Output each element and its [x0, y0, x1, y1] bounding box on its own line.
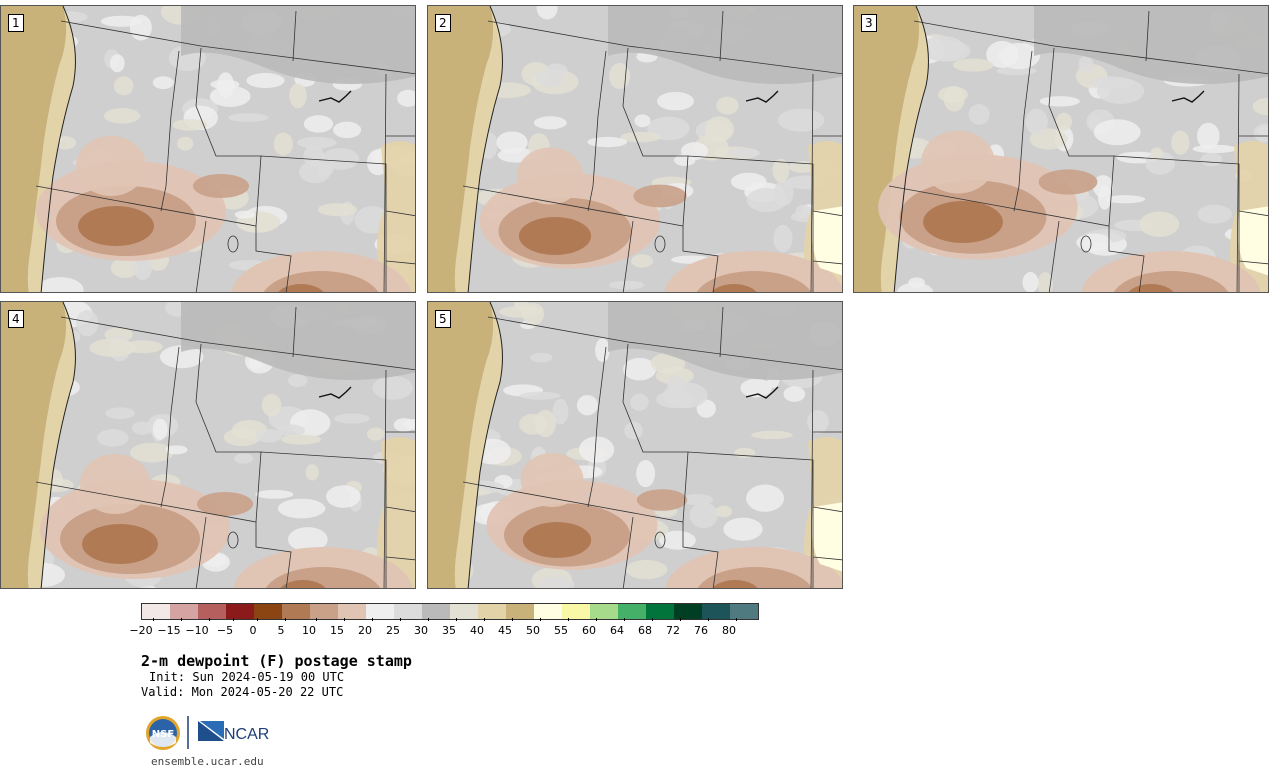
colorbar-tick-label: −15	[157, 624, 181, 637]
colorbar-tick: 5	[277, 618, 288, 637]
member-panel-3: 3	[853, 5, 1269, 293]
colorbar-tick-label: 10	[302, 624, 316, 637]
colorbar-swatch	[478, 604, 506, 619]
colorbar-swatch	[254, 604, 282, 619]
colorbar-tick: −15	[157, 618, 192, 637]
colorbar-swatch	[730, 604, 758, 619]
colorbar-swatch	[702, 604, 730, 619]
colorbar-tick: 40	[470, 618, 491, 637]
colorbar-tick: 72	[666, 618, 687, 637]
colorbar-tick: 55	[554, 618, 575, 637]
colorbar-tick-label: 0	[249, 624, 257, 637]
colorbar-tick: −20	[129, 618, 164, 637]
colorbar-tick-label: 25	[386, 624, 400, 637]
colorbar-tick-label: 50	[526, 624, 540, 637]
colorbar-tick-label: 80	[722, 624, 736, 637]
dewpoint-map-1	[1, 6, 415, 292]
colorbar-swatch	[310, 604, 338, 619]
dewpoint-map-2	[428, 6, 842, 292]
colorbar-swatch	[562, 604, 590, 619]
colorbar-tick: 45	[498, 618, 519, 637]
colorbar-tick-label: 30	[414, 624, 428, 637]
colorbar-swatch	[142, 604, 170, 619]
colorbar-tick: 64	[610, 618, 631, 637]
colorbar-swatch	[394, 604, 422, 619]
colorbar-tick-label: 60	[582, 624, 596, 637]
colorbar-tick-label: 76	[694, 624, 708, 637]
colorbar-swatch	[590, 604, 618, 619]
colorbar-swatch	[506, 604, 534, 619]
colorbar	[141, 603, 759, 620]
member-panel-2: 2	[427, 5, 843, 293]
colorbar-tick-label: 64	[610, 624, 624, 637]
nsf-logo: NSF	[146, 716, 180, 750]
member-label: 2	[435, 14, 451, 32]
dewpoint-map-5	[428, 302, 842, 588]
colorbar-tick: 50	[526, 618, 547, 637]
colorbar-tick-label: 45	[498, 624, 512, 637]
logos: NSF NCAR	[144, 713, 284, 753]
site-url: ensemble.ucar.edu	[151, 755, 264, 768]
member-panel-1: 1	[0, 5, 416, 293]
member-label: 4	[8, 310, 24, 328]
dewpoint-map-3	[854, 6, 1268, 292]
colorbar-swatch	[646, 604, 674, 619]
colorbar-tick: 0	[249, 618, 260, 637]
colorbar-swatch	[674, 604, 702, 619]
colorbar-tick: 25	[386, 618, 407, 637]
colorbar-tick: 60	[582, 618, 603, 637]
colorbar-tick: −5	[217, 618, 241, 637]
colorbar-tick: −10	[185, 618, 220, 637]
member-label: 5	[435, 310, 451, 328]
colorbar-ticks: −20 −15 −10 −5 0 5 10 15 20 25 30 35 40 45 50 55 60 64 68 7…	[129, 618, 761, 640]
colorbar-swatch	[170, 604, 198, 619]
colorbar-swatch	[198, 604, 226, 619]
colorbar-tick-label: 20	[358, 624, 372, 637]
ncar-logo: NCAR	[198, 721, 269, 743]
colorbar-tick-label: −20	[129, 624, 153, 637]
colorbar-tick: 15	[330, 618, 351, 637]
figure-title: 2-m dewpoint (F) postage stamp	[141, 652, 412, 670]
colorbar-tick-label: 40	[470, 624, 484, 637]
colorbar-tick: 68	[638, 618, 659, 637]
member-panel-4: 4	[0, 301, 416, 589]
colorbar-tick-label: −5	[216, 624, 234, 637]
colorbar-swatch	[422, 604, 450, 619]
init-time: Init: Sun 2024-05-19 00 UTC	[149, 670, 345, 684]
member-panel-5: 5	[427, 301, 843, 589]
colorbar-swatch	[618, 604, 646, 619]
colorbar-tick-label: 35	[442, 624, 456, 637]
colorbar-tick-label: 72	[666, 624, 680, 637]
colorbar-tick-label: 55	[554, 624, 568, 637]
logo-group: NSF NCAR	[146, 716, 269, 750]
colorbar-swatch	[338, 604, 366, 619]
colorbar-tick-label: −10	[185, 624, 209, 637]
colorbar-swatch	[450, 604, 478, 619]
colorbar-swatch	[226, 604, 254, 619]
colorbar-tick-label: 15	[330, 624, 344, 637]
colorbar-tick: 80	[722, 618, 743, 637]
ncar-text: NCAR	[224, 726, 269, 743]
valid-time: Valid: Mon 2024-05-20 22 UTC	[141, 685, 344, 699]
colorbar-swatch	[366, 604, 394, 619]
colorbar-swatch	[282, 604, 310, 619]
colorbar-swatch	[534, 604, 562, 619]
colorbar-tick-label: 5	[277, 624, 285, 637]
colorbar-tick: 30	[414, 618, 435, 637]
member-label: 1	[8, 14, 24, 32]
colorbar-tick-label: 68	[638, 624, 652, 637]
dewpoint-map-4	[1, 302, 415, 588]
colorbar-tick: 20	[358, 618, 379, 637]
colorbar-tick: 76	[694, 618, 715, 637]
colorbar-tick: 10	[302, 618, 323, 637]
nsf-text: NSF	[152, 729, 174, 740]
colorbar-tick: 35	[442, 618, 463, 637]
member-label: 3	[861, 14, 877, 32]
